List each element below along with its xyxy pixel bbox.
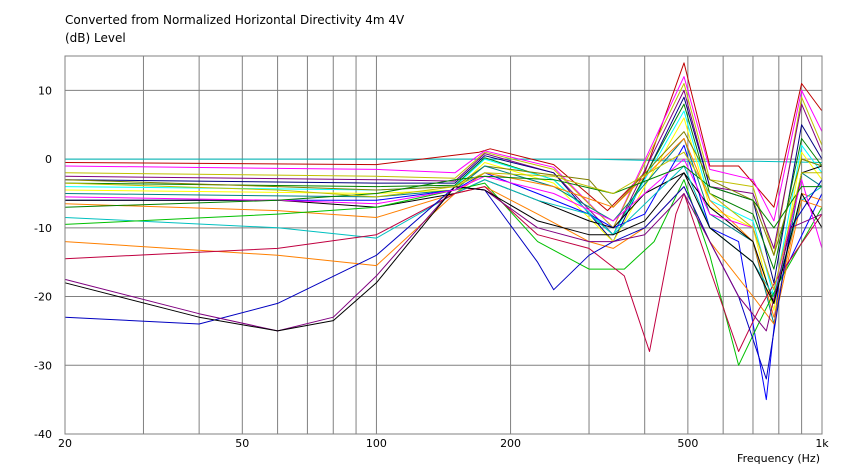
x-axis-label: Frequency (Hz)	[737, 452, 820, 465]
y-tick-label: 10	[38, 84, 52, 97]
series-line-1	[65, 158, 823, 163]
x-tick-label: 20	[58, 437, 72, 450]
series-line-13	[64, 138, 823, 318]
plot-frame	[64, 55, 823, 435]
x-tick-label: 1k	[815, 437, 829, 450]
x-tick-label: 50	[235, 437, 249, 450]
series-line-21	[64, 172, 823, 332]
series-line-4	[64, 83, 823, 256]
series-line-18	[64, 186, 823, 352]
series-line-3	[64, 76, 823, 229]
y-tick-label: 0	[45, 153, 52, 166]
series-line-16	[64, 179, 823, 366]
series-line-20	[64, 186, 823, 332]
series-line-17	[64, 186, 823, 325]
plot-area	[65, 56, 822, 434]
y-tick-label: -20	[34, 291, 52, 304]
series-line-19	[64, 179, 823, 380]
series-line-14	[65, 165, 823, 304]
series-lines	[64, 62, 823, 401]
x-tick-labels: 20 50 100 200 500 1k	[58, 437, 829, 450]
x-tick-label: 200	[500, 437, 521, 450]
series-line-5	[64, 89, 823, 249]
x-tick-label: 100	[366, 437, 387, 450]
y-tick-label: -10	[34, 222, 52, 235]
y-tick-label: -40	[34, 428, 52, 441]
chart-title: Converted from Normalized Horizontal Dir…	[65, 13, 405, 27]
y-axis-label: (dB) Level	[65, 31, 126, 45]
y-tick-label: -30	[34, 359, 52, 372]
x-tick-label: 500	[677, 437, 698, 450]
series-line-24	[64, 151, 822, 291]
y-tick-labels: 10 0 -10 -20 -30 -40	[34, 84, 52, 441]
series-line-2	[64, 62, 823, 212]
